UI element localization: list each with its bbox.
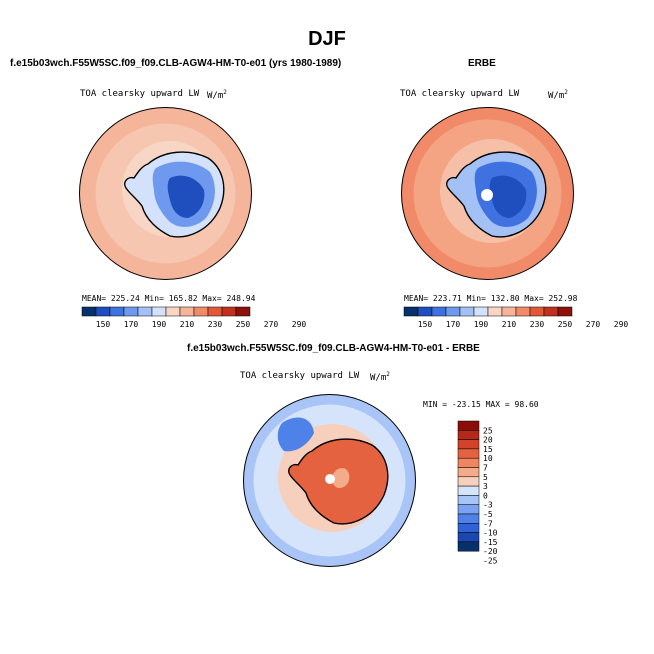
panel-2-colorbar-swatch xyxy=(515,306,531,317)
panel-1-colorbar-tick: 250 xyxy=(236,320,251,329)
panel-2-colorbar-tick: 290 xyxy=(614,320,629,329)
difference-colorbar-swatch xyxy=(457,495,480,505)
difference-colorbar-tick: 3 xyxy=(483,482,488,491)
panel-1-colorbar-tick: 230 xyxy=(208,320,223,329)
panel-1-units-label: W/m2 xyxy=(207,89,227,101)
difference-variable-label: TOA clearsky upward LW xyxy=(240,371,360,381)
difference-colorbar-swatch xyxy=(457,476,480,487)
panel-2-colorbar-swatch xyxy=(501,306,517,317)
pole-anomaly xyxy=(332,467,350,489)
panel-1-colorbar-swatch xyxy=(165,306,181,317)
panel-1-polar-map xyxy=(79,107,252,280)
panel-2-colorbar-swatch xyxy=(417,306,433,317)
difference-colorbar-swatch xyxy=(457,541,480,552)
difference-colorbar-tick: -20 xyxy=(483,547,498,556)
panel-2-title: ERBE xyxy=(468,58,496,69)
difference-colorbar-swatch xyxy=(457,504,480,515)
difference-colorbar-tick: -10 xyxy=(483,529,498,538)
panel-2-colorbar-tick: 150 xyxy=(418,320,433,329)
panel-2-polar-map xyxy=(401,107,574,280)
panel-2-colorbar-swatch xyxy=(459,306,475,317)
map-border xyxy=(243,394,416,567)
missing-data-pole xyxy=(481,189,493,201)
panel-2-colorbar-tick: 170 xyxy=(446,320,461,329)
panel-1-colorbar-tick: 270 xyxy=(264,320,279,329)
panel-1-title: f.e15b03wch.F55W5SC.f09_f09.CLB-AGW4-HM-… xyxy=(10,58,342,69)
difference-colorbar-tick: 7 xyxy=(483,464,488,473)
panel-1-colorbar-swatch xyxy=(235,306,251,317)
difference-colorbar-tick: -3 xyxy=(483,501,493,510)
difference-colorbar-swatch xyxy=(457,457,480,468)
panel-2-colorbar-tick: 270 xyxy=(586,320,601,329)
difference-colorbar-tick: 25 xyxy=(483,426,493,435)
difference-colorbar-tick: 5 xyxy=(483,473,488,482)
panel-1-colorbar-tick: 150 xyxy=(96,320,111,329)
panel-2-colorbar-tick: 210 xyxy=(502,320,517,329)
difference-colorbar-swatch xyxy=(457,467,480,478)
panel-2-units-label: W/m2 xyxy=(548,89,568,101)
panel-2-colorbar-swatch xyxy=(557,306,573,317)
difference-colorbar-swatch xyxy=(457,430,480,440)
panel-1-colorbar-swatch xyxy=(81,306,97,317)
plateau-core xyxy=(489,175,527,218)
panel-2-colorbar: 150 170 190 210 230 250 270 290 xyxy=(403,306,628,329)
panel-1-colorbar-tick: 170 xyxy=(124,320,139,329)
difference-colorbar-tick: -15 xyxy=(483,538,498,547)
difference-colorbar-swatch xyxy=(457,485,480,496)
panel-1-colorbar-swatch xyxy=(221,306,237,317)
panel-1-colorbar-tick: 290 xyxy=(292,320,307,329)
panel-1-colorbar-swatch xyxy=(95,306,111,317)
difference-colorbar-tick: 20 xyxy=(483,436,493,445)
page-title: DJF xyxy=(308,28,346,50)
map-border xyxy=(79,107,252,280)
panel-2-colorbar-swatch xyxy=(487,306,503,317)
difference-colorbar-tick: 0 xyxy=(483,491,488,500)
difference-colorbar-tick: -5 xyxy=(483,510,493,519)
panel-2-variable-label: TOA clearsky upward LW xyxy=(400,89,520,99)
panel-1-colorbar-tick: 210 xyxy=(180,320,195,329)
panel-1-colorbar-swatch xyxy=(137,306,153,317)
difference-colorbar-tick: -25 xyxy=(483,557,498,566)
difference-polar-map xyxy=(243,394,416,567)
difference-colorbar-swatch xyxy=(457,532,480,543)
panel-1-colorbar: 150 170 190 210 230 250 270 290 xyxy=(81,306,306,329)
missing-data-pole xyxy=(325,474,335,484)
panel-1-colorbar-swatch xyxy=(193,306,209,317)
difference-colorbar-swatch xyxy=(457,439,480,450)
panel-2-colorbar-swatch xyxy=(445,306,461,317)
difference-units-label: W/m2 xyxy=(370,371,390,383)
panel-2-colorbar-tick: 190 xyxy=(474,320,489,329)
panel-2-colorbar-tick: 230 xyxy=(530,320,545,329)
plateau-core xyxy=(167,175,205,218)
panel-1-colorbar-swatch xyxy=(123,306,139,317)
difference-title: f.e15b03wch.F55W5SC.f09_f09.CLB-AGW4-HM-… xyxy=(187,343,480,354)
panel-1-colorbar-swatch xyxy=(151,306,167,317)
difference-colorbar-tick: -7 xyxy=(483,519,493,528)
panel-1-colorbar-tick: 190 xyxy=(152,320,167,329)
difference-colorbar-tick: 15 xyxy=(483,445,493,454)
panel-2-colorbar-swatch xyxy=(543,306,559,317)
panel-2-colorbar-swatch xyxy=(403,306,419,317)
panel-2-colorbar-tick: 250 xyxy=(558,320,573,329)
panel-2-colorbar-swatch xyxy=(431,306,447,317)
panel-1-colorbar-swatch xyxy=(207,306,223,317)
difference-colorbar-swatch xyxy=(457,420,480,431)
difference-colorbar-tick: 10 xyxy=(483,454,493,463)
difference-colorbar-swatch xyxy=(457,523,480,533)
difference-minmax: MIN = -23.15 MAX = 98.60 xyxy=(423,400,539,409)
panel-1-stats: MEAN= 225.24 Min= 165.82 Max= 248.94 xyxy=(82,294,256,303)
panel-2-colorbar-swatch xyxy=(529,306,545,317)
difference-colorbar-swatch xyxy=(457,513,480,524)
panel-1-colorbar-swatch xyxy=(109,306,125,317)
map-border xyxy=(401,107,574,280)
negative-anomaly xyxy=(277,417,314,452)
panel-2-stats: MEAN= 223.71 Min= 132.80 Max= 252.98 xyxy=(404,294,578,303)
panel-1-variable-label: TOA clearsky upward LW xyxy=(80,89,200,99)
panel-2-colorbar-swatch xyxy=(473,306,489,317)
difference-colorbar-swatch xyxy=(457,448,480,459)
panel-1-colorbar-swatch xyxy=(179,306,195,317)
